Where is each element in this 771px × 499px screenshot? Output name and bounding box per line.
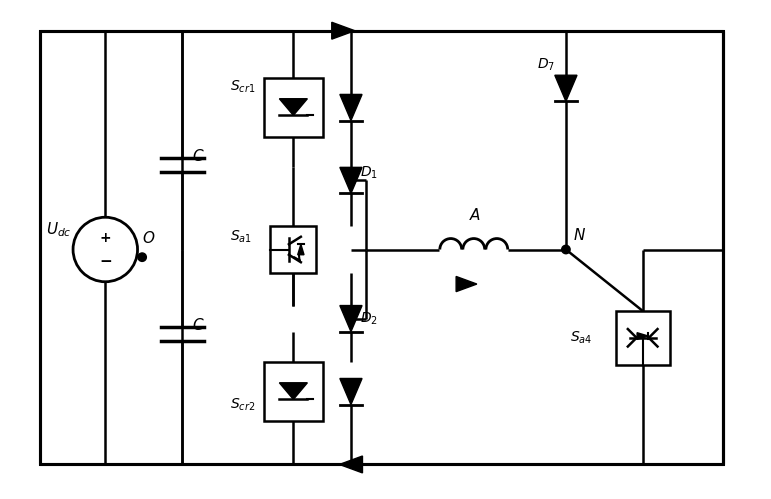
Text: $S_{a4}$: $S_{a4}$: [570, 330, 592, 346]
Polygon shape: [279, 383, 308, 399]
Polygon shape: [298, 245, 304, 254]
Polygon shape: [555, 75, 577, 101]
Text: O: O: [142, 232, 154, 247]
FancyBboxPatch shape: [616, 311, 669, 365]
Text: $D_2$: $D_2$: [360, 310, 378, 327]
Circle shape: [138, 253, 146, 261]
Text: C: C: [192, 149, 203, 164]
Text: $D_1$: $D_1$: [360, 165, 378, 181]
Polygon shape: [339, 456, 362, 473]
Text: C: C: [192, 318, 203, 333]
Text: $U_{dc}$: $U_{dc}$: [46, 220, 72, 239]
Polygon shape: [340, 378, 362, 405]
Polygon shape: [340, 167, 362, 194]
FancyBboxPatch shape: [264, 78, 322, 137]
Text: $D_7$: $D_7$: [537, 57, 555, 73]
Text: N: N: [574, 228, 585, 244]
Text: A: A: [470, 208, 480, 224]
Polygon shape: [340, 94, 362, 121]
Text: $S_{a1}$: $S_{a1}$: [231, 228, 252, 245]
Text: $S_{cr1}$: $S_{cr1}$: [231, 78, 256, 95]
FancyBboxPatch shape: [264, 362, 322, 421]
Polygon shape: [279, 99, 308, 115]
Polygon shape: [637, 333, 648, 339]
Polygon shape: [340, 305, 362, 332]
Text: −: −: [99, 253, 112, 268]
FancyBboxPatch shape: [271, 227, 316, 272]
Text: $S_{cr2}$: $S_{cr2}$: [231, 396, 256, 413]
Polygon shape: [332, 22, 355, 39]
Text: +: +: [99, 231, 111, 245]
Circle shape: [562, 246, 570, 253]
Polygon shape: [456, 276, 476, 291]
